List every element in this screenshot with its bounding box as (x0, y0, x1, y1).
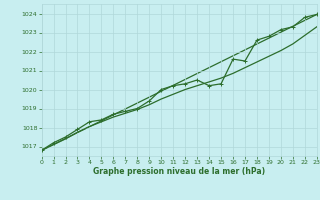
X-axis label: Graphe pression niveau de la mer (hPa): Graphe pression niveau de la mer (hPa) (93, 167, 265, 176)
